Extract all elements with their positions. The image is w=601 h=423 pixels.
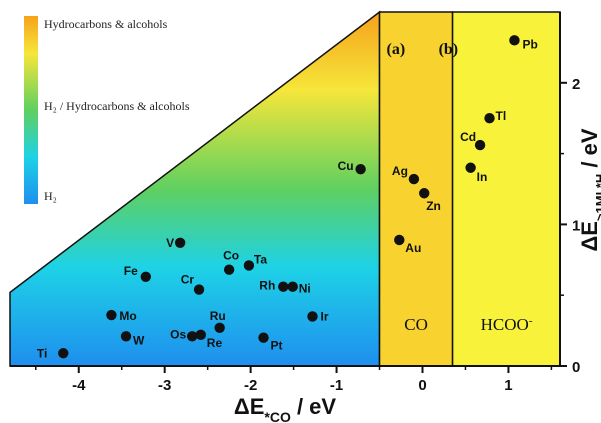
data-point-zn xyxy=(419,188,430,199)
data-point-au xyxy=(394,234,405,246)
data-point-cu xyxy=(355,163,366,175)
data-point-pt xyxy=(258,332,269,343)
y-tick-label: 2 xyxy=(572,76,580,93)
axes: -4 -3 -2 -1 0 1 0 1 2 xyxy=(10,12,580,394)
region-label-hcoo: HCOO- xyxy=(481,315,533,334)
data-points: Ti Mo W Fe V Cr Os Re Co Ru Ta Pt Rh Ni Ir Cu Ag Zn Au Cd In… xyxy=(37,35,538,360)
data-point-in xyxy=(465,162,476,173)
point-label-au: Au xyxy=(405,241,421,255)
data-point-w xyxy=(120,331,132,342)
data-point-ti xyxy=(58,348,69,359)
plot-regions: (a) (b) CO HCOO- xyxy=(9,10,561,367)
data-point-cd xyxy=(474,139,486,151)
point-label-tl: Tl xyxy=(496,109,507,123)
data-point-rh xyxy=(278,281,289,292)
x-tick-label: -3 xyxy=(158,377,171,394)
data-point-mo xyxy=(106,309,117,321)
region-label-b: (b) xyxy=(439,41,459,58)
data-point-re xyxy=(195,329,206,341)
point-label-ir: Ir xyxy=(321,309,329,323)
legend-label-top: Hydrocarbons & alcohols xyxy=(44,17,168,31)
x-tick-label: 1 xyxy=(504,377,512,394)
point-label-os: Os xyxy=(170,327,186,341)
point-label-ag: Ag xyxy=(392,164,408,178)
point-label-cr: Cr xyxy=(181,273,195,287)
point-label-ni: Ni xyxy=(299,282,311,296)
data-point-co xyxy=(223,264,235,275)
point-label-ta: Ta xyxy=(254,252,267,266)
data-point-cr xyxy=(193,284,205,295)
point-label-pb: Pb xyxy=(522,37,537,51)
data-point-pb xyxy=(509,35,520,46)
co-region xyxy=(378,11,454,367)
point-label-cd: Cd xyxy=(460,130,476,144)
x-tick-label: 0 xyxy=(418,377,426,394)
data-point-ni xyxy=(287,281,298,292)
point-label-ru: Ru xyxy=(210,309,226,323)
x-tick-label: -4 xyxy=(72,377,86,394)
x-tick-label: -2 xyxy=(244,377,257,394)
point-label-zn: Zn xyxy=(426,199,441,213)
y-axis-label: ΔE>1MI *H / eV xyxy=(577,128,601,251)
y-tick-label: 0 xyxy=(572,359,580,376)
point-label-fe: Fe xyxy=(124,264,138,278)
hcoo-region xyxy=(451,11,561,367)
point-label-ti: Ti xyxy=(37,346,47,360)
data-point-tl xyxy=(484,113,495,124)
point-label-rh: Rh xyxy=(259,279,275,293)
point-label-v: V xyxy=(166,236,174,250)
data-point-ru xyxy=(214,322,225,333)
point-label-mo: Mo xyxy=(119,309,136,323)
data-point-os xyxy=(186,331,198,342)
data-point-v xyxy=(174,237,186,249)
legend-label-bottom: H₂ xyxy=(44,189,57,203)
x-tick-label: -1 xyxy=(330,377,343,394)
legend-color-bar xyxy=(24,16,38,204)
point-label-pt: Pt xyxy=(271,339,283,353)
data-point-ir xyxy=(307,311,318,322)
point-label-re: Re xyxy=(207,336,223,350)
data-point-fe xyxy=(140,271,151,282)
point-label-w: W xyxy=(133,333,145,347)
region-label-co: CO xyxy=(404,315,428,334)
data-point-ag xyxy=(408,173,420,185)
point-label-co: Co xyxy=(223,249,239,263)
point-label-in: In xyxy=(477,170,488,184)
legend-label-middle: H₂ / Hydrocarbons & alcohols xyxy=(44,99,190,113)
data-point-ta xyxy=(243,260,255,271)
legend: Hydrocarbons & alcohols H₂ / Hydrocarbons… xyxy=(24,16,190,204)
y-tick-label: 1 xyxy=(572,217,580,234)
x-axis-label: ΔE*CO / eV xyxy=(234,394,337,423)
point-label-cu: Cu xyxy=(338,159,354,173)
region-label-a: (a) xyxy=(387,41,406,58)
